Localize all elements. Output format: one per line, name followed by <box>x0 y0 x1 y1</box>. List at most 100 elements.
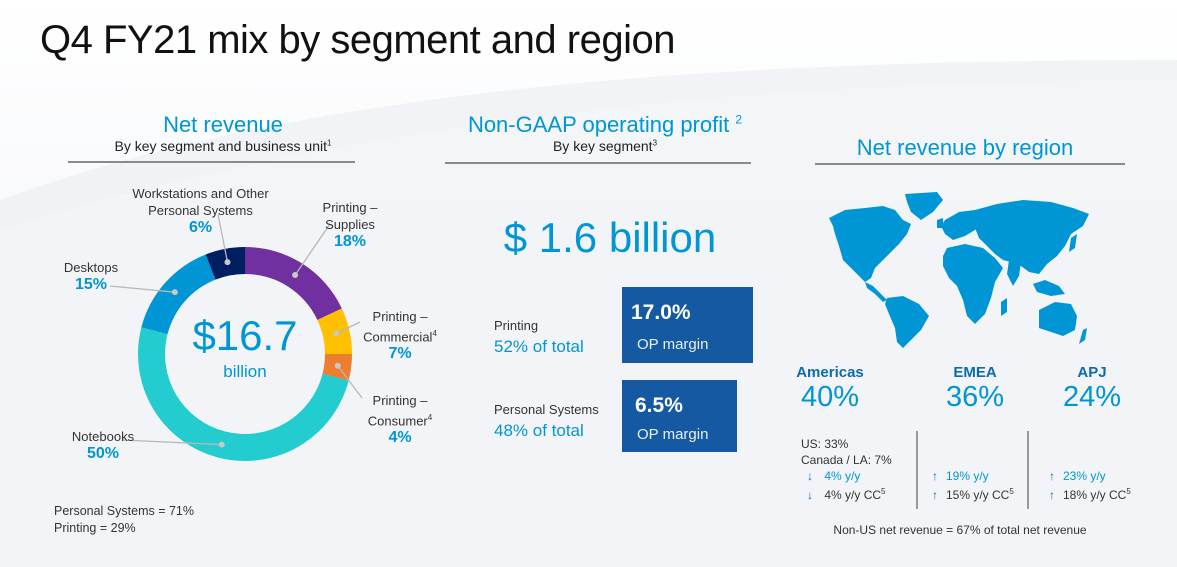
slice-label-line: Consumer <box>367 413 428 429</box>
footnote-marker: 2 <box>735 112 743 127</box>
region-column-divider <box>1027 431 1029 509</box>
slice-value-label: 6% <box>188 219 213 236</box>
op-margin-value: 17.0% <box>631 301 691 324</box>
footnote-marker: 4 <box>427 413 433 422</box>
slice-value-label: 18% <box>333 233 367 250</box>
op-profit-subheading: By key segment3 <box>445 138 765 154</box>
growth-yy: 4% y/y <box>824 469 861 483</box>
us-share: US: 33% <box>801 437 849 451</box>
op-segment-name: Printing <box>494 318 539 333</box>
donut-center-unit: billion <box>223 362 267 381</box>
slice-label-printing-supplies: Printing – Supplies 18% <box>295 199 405 251</box>
op-margin-box-personal-systems: 6.5% OP margin <box>622 380 737 452</box>
summary-printing: Printing = 29% <box>54 521 136 535</box>
region-pct: 24% <box>1062 381 1122 413</box>
region-apj: APJ 24% <box>1052 364 1132 414</box>
slice-label-line: Desktops <box>63 260 119 275</box>
net-revenue-subheading: By key segment and business unit1 <box>68 138 378 154</box>
donut-slice-desktops <box>141 254 216 335</box>
op-margin-label: OP margin <box>637 336 709 353</box>
net-revenue-heading: Net revenue <box>163 112 283 137</box>
apj-details: ↑ 23% y/y ↑ 18% y/y CC5 <box>1049 468 1131 503</box>
region-divider <box>815 163 1125 165</box>
slice-label-desktops: Desktops 15% <box>46 259 136 294</box>
slice-label-line: Supplies <box>325 217 375 232</box>
arrow-up-icon: ↑ <box>1049 488 1055 502</box>
arrow-up-icon: ↑ <box>932 469 938 483</box>
op-profit-subheading-text: By key segment <box>552 138 653 154</box>
net-revenue-divider <box>68 161 355 163</box>
leader-dot <box>334 362 341 369</box>
slice-label-line: Workstations and Other <box>132 186 269 201</box>
slice-value-label: 4% <box>388 429 412 447</box>
leader-line <box>294 223 331 276</box>
world-map-icon <box>829 192 1089 348</box>
slice-label-line: Personal Systems <box>148 203 253 218</box>
growth-yy: 23% y/y <box>1063 469 1106 483</box>
footnote-marker: 5 <box>1126 487 1131 496</box>
op-profit-divider <box>445 162 751 164</box>
footnote-marker: 4 <box>432 329 437 338</box>
op-margin-value: 6.5% <box>635 394 683 417</box>
net-revenue-donut-chart <box>109 213 363 461</box>
op-profit-heading: Non-GAAP operating profit 2 <box>445 112 765 138</box>
slice-value-label: 15% <box>74 276 108 293</box>
leader-dot <box>171 289 178 296</box>
slice-label-printing-commercial: Printing – Commercial4 7% <box>345 308 455 363</box>
leader-dot <box>292 272 299 279</box>
region-name: EMEA <box>953 364 997 381</box>
slice-label-line: Printing – <box>372 309 428 324</box>
slice-label-notebooks: Notebooks 50% <box>58 428 148 463</box>
region-name: APJ <box>1077 364 1107 381</box>
leader-line <box>337 365 363 399</box>
region-column-divider <box>916 431 918 509</box>
region-americas: Americas 40% <box>790 364 870 414</box>
arrow-down-icon: ↓ <box>807 488 813 502</box>
net-revenue-subheading-text: By key segment and business unit <box>114 138 327 154</box>
op-margin-box-printing: 17.0% OP margin <box>622 287 753 363</box>
non-us-revenue-note: Non-US net revenue = 67% of total net re… <box>833 523 1087 537</box>
emea-details: ↑ 19% y/y ↑ 15% y/y CC5 <box>932 468 1014 503</box>
leader-line <box>109 285 175 293</box>
arrow-up-icon: ↑ <box>932 488 938 502</box>
arrow-down-icon: ↓ <box>807 469 813 483</box>
leader-dot <box>224 259 231 266</box>
growth-cc: 15% y/y CC <box>946 488 1010 502</box>
op-segment-share: 48% of total <box>494 421 584 440</box>
slice-label-printing-consumer: Printing – Consumer4 4% <box>345 392 455 447</box>
slice-label-line: Printing – <box>372 393 428 408</box>
op-margin-label: OP margin <box>637 426 709 443</box>
region-name: Americas <box>796 364 864 381</box>
region-heading: Net revenue by region <box>856 135 1074 160</box>
footnote-marker: 5 <box>881 487 886 496</box>
footnote-marker: 5 <box>1009 487 1014 496</box>
footnote-marker: 3 <box>652 138 658 148</box>
growth-cc: 18% y/y CC <box>1063 488 1127 502</box>
slice-value-label: 50% <box>86 445 120 462</box>
slice-label-line: Notebooks <box>71 429 135 444</box>
footnote-marker: 1 <box>327 138 332 148</box>
region-pct: 40% <box>800 381 860 413</box>
americas-details: US: 33% Canada / LA: 7% ↓ 4% y/y ↓ 4% y/… <box>801 436 892 503</box>
op-segment-share: 52% of total <box>494 337 584 356</box>
op-profit-total: $ 1.6 billion <box>503 214 717 261</box>
slice-value-label: 7% <box>388 345 412 363</box>
slice-label-line: Commercial <box>363 329 433 345</box>
op-segment-printing: Printing 52% of total <box>494 318 584 357</box>
donut-slice-notebooks <box>138 327 349 461</box>
op-segment-personal-systems: Personal Systems 48% of total <box>494 402 599 441</box>
leader-dot <box>218 441 225 448</box>
op-segment-name: Personal Systems <box>494 402 599 417</box>
region-emea: EMEA 36% <box>935 364 1015 414</box>
leader-dot <box>333 330 340 337</box>
leader-line <box>335 321 361 335</box>
slice-label-line: Printing – <box>322 200 378 215</box>
canada-la-share: Canada / LA: 7% <box>801 453 892 467</box>
page-title: Q4 FY21 mix by segment and region <box>40 18 675 62</box>
leader-line <box>217 213 229 263</box>
donut-slice-printing-supplies <box>245 247 342 320</box>
op-profit-heading-text: Non-GAAP operating profit <box>467 112 730 137</box>
arrow-up-icon: ↑ <box>1049 469 1055 483</box>
donut-center-value: $16.7 <box>192 312 298 359</box>
slice-label-workstations: Workstations and Other Personal Systems … <box>118 185 283 237</box>
